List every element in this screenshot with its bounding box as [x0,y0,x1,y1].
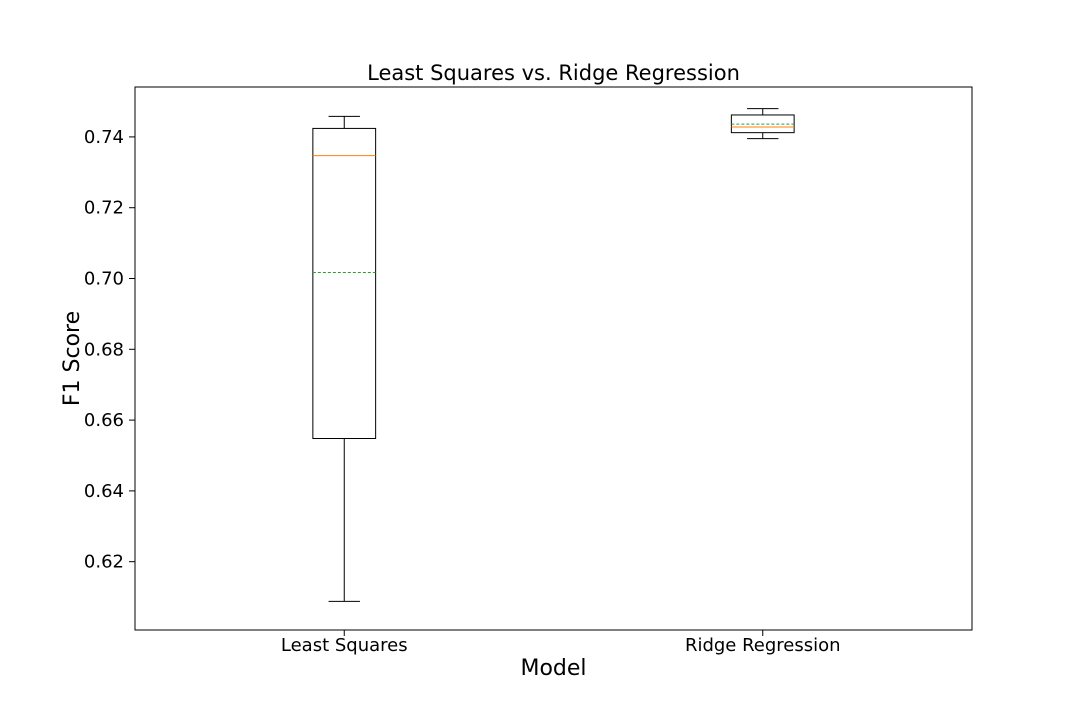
y-tick-label: 0.72 [84,198,124,219]
x-axis-title: Model [520,656,586,681]
chart-title: Least Squares vs. Ridge Regression [367,61,740,85]
y-tick-label: 0.62 [84,552,124,573]
x-tick-label: Ridge Regression [685,635,841,656]
y-axis-title: F1 Score [60,311,85,406]
box-0 [312,115,377,602]
box-1 [730,108,795,140]
x-tick-label: Least Squares [281,635,408,656]
y-tick-label: 0.68 [84,339,124,360]
boxes-group [312,108,795,602]
y-axis: 0.62 0.64 0.66 0.68 0.70 0.72 0.74 [84,127,135,573]
plot-frame [134,86,973,631]
y-tick-label: 0.70 [84,269,124,290]
y-tick-label: 0.74 [84,127,124,148]
y-tick-label: 0.66 [84,410,124,431]
y-tick-label: 0.64 [84,481,124,502]
x-axis: Least Squares Ridge Regression [281,630,841,656]
iqr-box [312,127,377,439]
